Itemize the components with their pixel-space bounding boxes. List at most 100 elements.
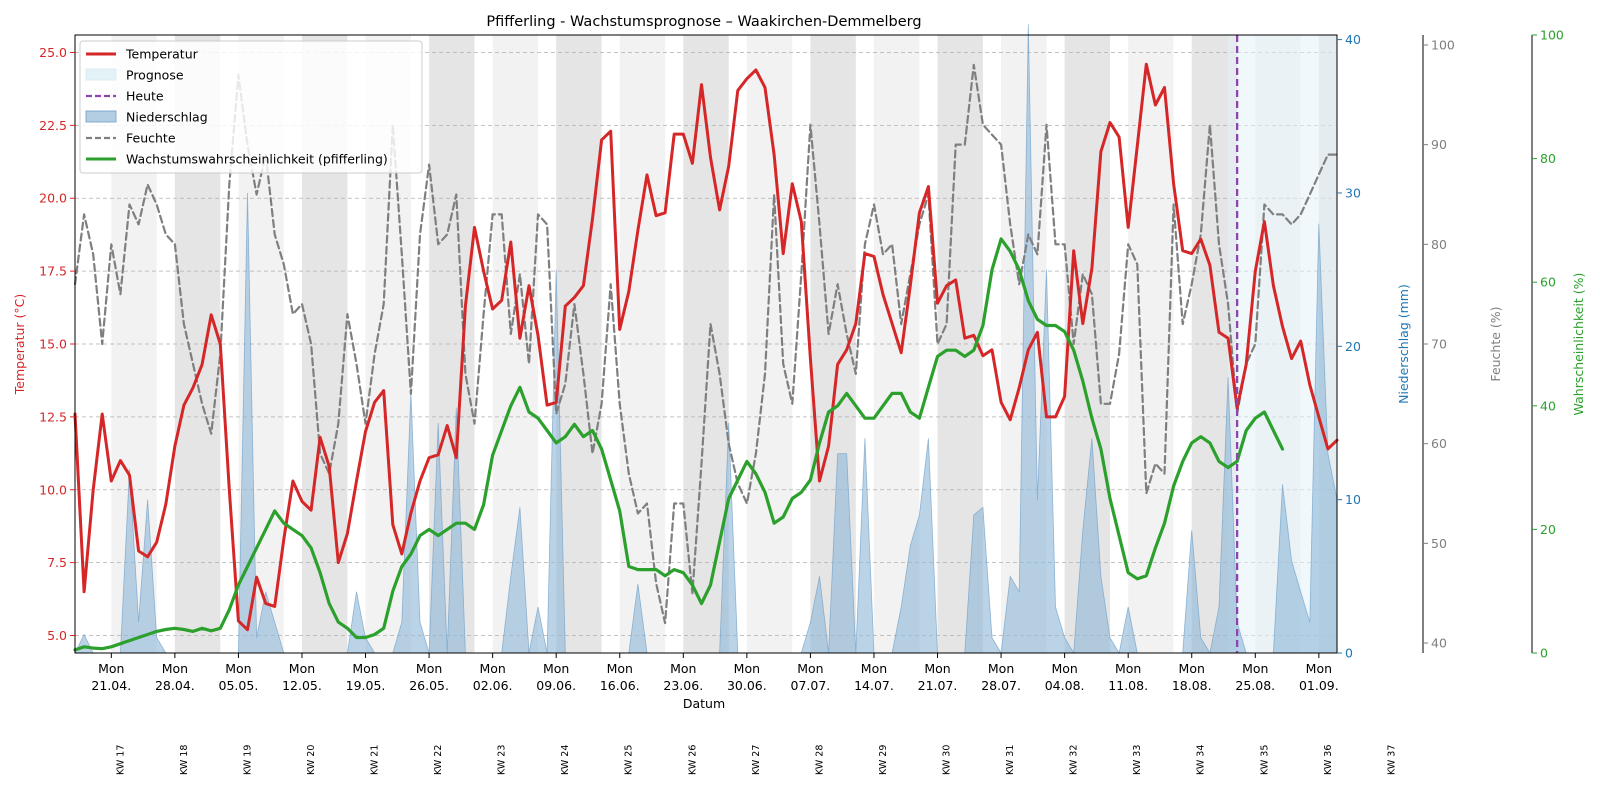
x-tick-weekday: Mon	[924, 661, 950, 676]
axis-tick-label: 20.0	[39, 191, 67, 206]
axis-tick-label: 60	[1540, 275, 1556, 290]
legend-label: Heute	[126, 89, 164, 104]
calendar-week-label: KW 20	[306, 745, 317, 775]
probability-polyline	[73, 237, 1285, 652]
calendar-week-label: KW 23	[497, 745, 508, 775]
axis-tick-label: 40	[1540, 398, 1556, 413]
axis-label: Temperatur (°C)	[12, 294, 27, 395]
axis-tick-label: 80	[1540, 151, 1556, 166]
x-tick-weekday: Mon	[797, 661, 823, 676]
x-tick-weekday: Mon	[479, 661, 505, 676]
x-axis-label: Datum	[683, 696, 725, 711]
x-tick-weekday: Mon	[352, 661, 378, 676]
x-tick-date: 02.06.	[473, 678, 513, 693]
axis-tick-label: 12.5	[39, 409, 67, 424]
calendar-week-label: KW 32	[1069, 745, 1080, 775]
legend-item: Temperatur	[86, 47, 199, 62]
x-tick-date: 01.09.	[1299, 678, 1339, 693]
x-tick-weekday: Mon	[289, 661, 315, 676]
x-tick-weekday: Mon	[670, 661, 696, 676]
axis-tick-label: 70	[1431, 337, 1447, 352]
x-tick-date: 12.05.	[282, 678, 322, 693]
axes: Mon 21.04. Mon 28.04. Mon 05.05. Mon 12.05. Mon 1…	[12, 28, 1586, 776]
legend-item: Prognose	[85, 68, 184, 83]
calendar-week-label: KW 34	[1196, 745, 1207, 775]
calendar-week-label: KW 31	[1005, 745, 1016, 775]
x-tick-weekday: Mon	[607, 661, 633, 676]
axis-tick-label: 40	[1431, 636, 1447, 651]
x-tick-weekday: Mon	[543, 661, 569, 676]
axis-tick-label: 100	[1540, 28, 1564, 43]
legend-label: Wachstumswahrscheinlichkeit (pfifferling…	[126, 152, 388, 167]
axis-tick-label: 5.0	[47, 628, 67, 643]
axis-tick-label: 80	[1431, 237, 1447, 252]
axis-label: Feuchte (%)	[1488, 306, 1503, 381]
x-tick-date: 18.08.	[1172, 678, 1212, 693]
legend-swatch	[85, 110, 117, 123]
x-tick-weekday: Mon	[162, 661, 188, 676]
calendar-week-label: KW 22	[433, 745, 444, 775]
calendar-week-label: KW 33	[1132, 745, 1143, 775]
calendar-week-label: KW 30	[942, 745, 953, 775]
calendar-week-label: KW 35	[1259, 745, 1270, 775]
x-tick-weekday: Mon	[98, 661, 124, 676]
legend-box	[79, 40, 423, 174]
x-tick-date: 11.08.	[1108, 678, 1148, 693]
x-tick-date: 30.06.	[727, 678, 767, 693]
legend-swatch	[85, 68, 117, 81]
x-tick-date: 21.07.	[918, 678, 958, 693]
axis-tick-label: 40	[1345, 32, 1361, 47]
x-tick-date: 16.06.	[600, 678, 640, 693]
axis-tick-label: 60	[1431, 436, 1447, 451]
axis-label: Wahrscheinlichkeit (%)	[1571, 273, 1586, 416]
axis-tick-label: 22.5	[39, 118, 67, 133]
calendar-week-label: KW 27	[751, 745, 762, 775]
axis-label: Niederschlag (mm)	[1396, 284, 1411, 404]
axis-tick-label: 10	[1345, 492, 1361, 507]
legend-label: Prognose	[126, 68, 184, 83]
legend: Temperatur Prognose Heute Niederschlag Feuch…	[79, 40, 423, 174]
probability-line	[73, 237, 1285, 652]
calendar-week-label: KW 29	[878, 745, 889, 775]
x-tick-weekday: Mon	[1242, 661, 1268, 676]
legend-label: Feuchte	[126, 131, 176, 146]
x-tick-date: 14.07.	[854, 678, 894, 693]
x-tick-weekday: Mon	[734, 661, 760, 676]
calendar-week-label: KW 25	[624, 745, 635, 775]
axis-tick-label: 0	[1345, 646, 1353, 661]
x-tick-weekday: Mon	[416, 661, 442, 676]
axis-tick-label: 20	[1540, 522, 1556, 537]
legend-label: Temperatur	[125, 47, 199, 62]
calendar-week-label: KW 18	[179, 745, 190, 775]
legend-item: Heute	[86, 89, 164, 104]
axis-tick-label: 50	[1431, 536, 1447, 551]
temperature-line	[73, 62, 1339, 632]
x-tick-weekday: Mon	[1115, 661, 1141, 676]
x-tick-weekday: Mon	[1306, 661, 1332, 676]
x-tick-date: 04.08.	[1045, 678, 1085, 693]
calendar-week-label: KW 26	[687, 745, 698, 775]
calendar-week-label: KW 21	[370, 745, 381, 775]
x-tick-date: 23.06.	[663, 678, 703, 693]
axis-tick-label: 25.0	[39, 45, 67, 60]
temperature-polyline	[73, 62, 1339, 632]
x-tick-date: 26.05.	[409, 678, 449, 693]
axis-tick-label: 17.5	[39, 264, 67, 279]
x-tick-weekday: Mon	[1051, 661, 1077, 676]
calendar-week-label: KW 19	[242, 745, 253, 775]
legend-item: Feuchte	[86, 131, 176, 146]
calendar-week-label: KW 24	[560, 745, 571, 775]
temperature-axis: 5.0 7.5 10.0 12.5 15.0 17.5 20.0 22.5 25.0 Temper…	[12, 45, 75, 643]
calendar-week-label: KW 28	[814, 745, 825, 775]
precipitation-axis: 0 10 20 30 40 Niederschlag (mm)	[1337, 32, 1411, 661]
x-tick-date: 28.04.	[155, 678, 195, 693]
axis-tick-label: 7.5	[47, 555, 67, 570]
x-tick-date: 28.07.	[981, 678, 1021, 693]
x-tick-date: 25.08.	[1235, 678, 1275, 693]
calendar-week-label: KW 37	[1386, 745, 1397, 775]
x-tick-date: 07.07.	[791, 678, 831, 693]
axis-tick-label: 90	[1431, 137, 1447, 152]
x-tick-date: 09.06.	[536, 678, 576, 693]
legend-item: Niederschlag	[85, 110, 208, 125]
